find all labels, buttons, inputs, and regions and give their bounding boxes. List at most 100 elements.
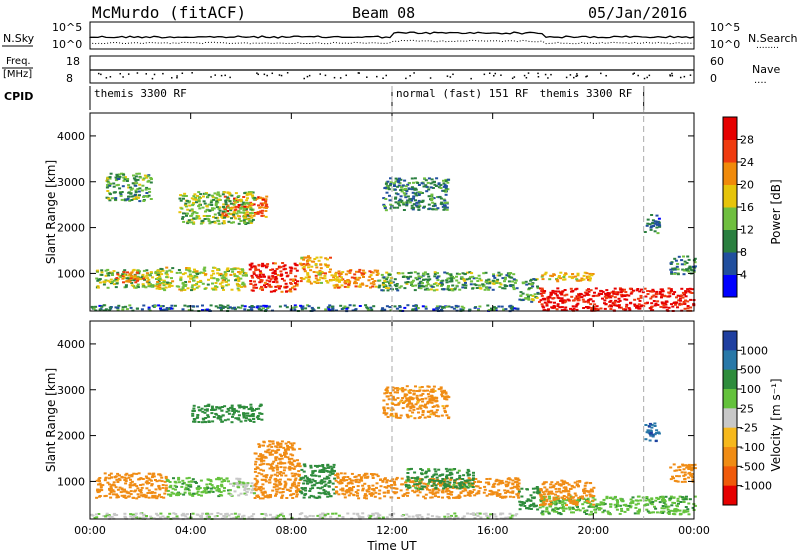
scatter-cell xyxy=(602,501,606,504)
scatter-cell xyxy=(461,478,465,480)
scatter-cell xyxy=(231,413,235,416)
scatter-cell xyxy=(350,487,354,490)
scatter-cell xyxy=(199,193,203,196)
scatter-cell xyxy=(108,177,112,180)
scatter-cell xyxy=(133,274,137,277)
scatter-cell xyxy=(387,287,391,290)
scatter-cell xyxy=(419,276,423,279)
scatter-cell xyxy=(653,220,657,223)
scatter-cell xyxy=(588,272,592,275)
scatter-cell xyxy=(127,184,131,187)
scatter-cell xyxy=(308,479,312,482)
scatter-cell xyxy=(254,212,257,215)
scatter-cell xyxy=(232,485,235,487)
scatter-cell xyxy=(130,195,134,198)
scatter-cell xyxy=(254,468,257,471)
scatter-cell xyxy=(581,503,585,506)
scatter-cell xyxy=(326,281,330,284)
scatter-cell xyxy=(150,178,153,181)
noise-tick-bottom: 10^0 xyxy=(52,38,82,51)
scatter-cell xyxy=(257,263,261,266)
scatter-cell xyxy=(688,467,692,469)
scatter-cell xyxy=(177,478,181,481)
scatter-cell xyxy=(185,267,189,269)
scatter-cell xyxy=(436,279,440,282)
scatter-cell xyxy=(658,496,662,499)
scatter-cell xyxy=(335,490,338,493)
scatter-cell xyxy=(177,476,181,479)
scatter-cell xyxy=(649,290,652,293)
scatter-cell xyxy=(430,285,434,288)
scatter-cell xyxy=(567,490,571,493)
scatter-cell xyxy=(292,467,296,470)
scatter-cell xyxy=(145,186,149,189)
scatter-cell xyxy=(439,386,443,389)
scatter-cell xyxy=(226,204,230,207)
scatter-cell xyxy=(643,504,647,507)
scatter-cell xyxy=(673,301,677,304)
scatter-cell xyxy=(250,482,254,485)
scatter-cell xyxy=(503,278,507,281)
scatter-cell xyxy=(336,285,340,288)
scatter-cell xyxy=(623,298,627,301)
scatter-cell xyxy=(259,206,263,209)
scatter-cell xyxy=(307,263,311,266)
scatter-cell xyxy=(121,273,125,276)
scatter-cell xyxy=(271,272,275,275)
scatter-cell xyxy=(651,435,655,438)
scatter-cell xyxy=(113,191,117,194)
scatter-cell xyxy=(255,306,259,309)
scatter-cell xyxy=(219,491,223,494)
scatter-cell xyxy=(511,490,515,493)
scatter-cell xyxy=(608,513,612,516)
scatter-cell xyxy=(142,304,146,307)
scatter-cell xyxy=(137,496,141,498)
scatter-cell xyxy=(475,287,479,289)
scatter-cell xyxy=(549,503,553,506)
scatter-cell xyxy=(376,272,380,275)
scatter-cell xyxy=(485,281,489,284)
scatter-cell xyxy=(178,492,182,495)
scatter-cell xyxy=(165,308,169,311)
scatter-cell xyxy=(291,475,295,478)
scatter-cell xyxy=(137,489,141,492)
scatter-cell xyxy=(585,289,589,292)
scatter-cell xyxy=(403,179,407,182)
scatter-cell xyxy=(217,415,221,417)
scatter-cell xyxy=(580,296,584,299)
scatter-cell xyxy=(293,282,297,285)
scatter-cell xyxy=(577,484,580,487)
scatter-cell xyxy=(367,488,371,491)
scatter-cell xyxy=(411,480,415,483)
scatter-cell xyxy=(677,475,681,478)
scatter-cell xyxy=(389,282,393,284)
scatter-cell xyxy=(226,307,230,310)
scatter-cell xyxy=(491,493,495,496)
scatter-cell xyxy=(363,494,367,497)
scatter-cell xyxy=(215,406,219,409)
scatter-cell xyxy=(123,178,127,181)
scatter-cell xyxy=(303,465,307,468)
scatter-cell xyxy=(265,279,269,282)
scatter-cell xyxy=(370,308,374,311)
scatter-cell xyxy=(264,495,268,498)
scatter-cell xyxy=(275,490,279,493)
scatter-cell xyxy=(129,478,132,481)
scatter-cell xyxy=(470,272,474,275)
scatter-cell xyxy=(230,221,234,224)
scatter-cell xyxy=(347,489,351,492)
scatter-cell xyxy=(534,278,538,281)
scatter-cell xyxy=(168,269,172,272)
scatter-cell xyxy=(239,406,243,408)
scatter-cell xyxy=(574,509,578,512)
nave-point xyxy=(449,76,452,78)
scatter-cell xyxy=(106,268,110,271)
scatter-cell xyxy=(575,278,579,281)
scatter-cell xyxy=(684,291,688,294)
scatter-cell xyxy=(212,198,216,201)
scatter-cell xyxy=(423,288,427,291)
scatter-cell xyxy=(261,209,264,212)
scatter-cell xyxy=(329,268,332,271)
